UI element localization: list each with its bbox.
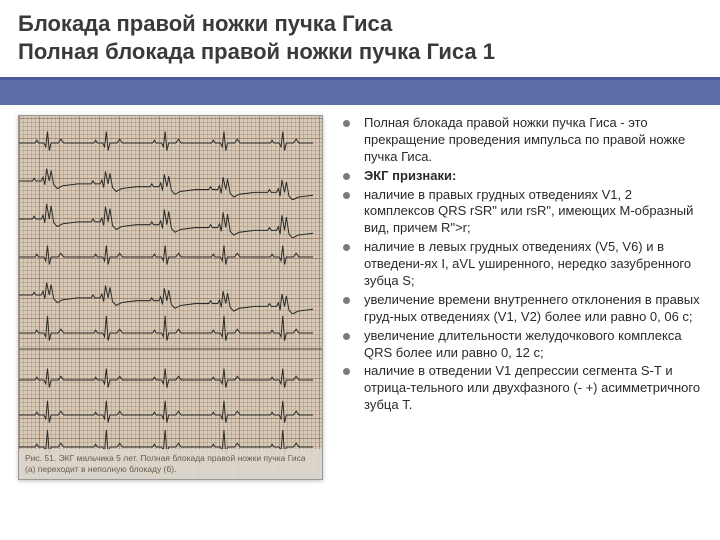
title-line-1: Блокада правой ножки пучка Гиса — [18, 10, 702, 38]
ecg-image: Рис. 51. ЭКГ мальчика 5 лет. Полная блок… — [18, 115, 323, 480]
ecg-trace — [19, 238, 322, 276]
title-line-2: Полная блокада правой ножки пучка Гиса 1 — [18, 38, 702, 66]
bullet-dot-icon — [343, 173, 350, 180]
bullet-item: увеличение времени внутреннего отклонени… — [343, 292, 702, 326]
title-block: Блокада правой ножки пучка Гиса Полная б… — [0, 0, 720, 73]
bullet-item: наличие в правых грудных отведениях V1, … — [343, 187, 702, 238]
bullet-text: увеличение длительности желудочкового ко… — [364, 328, 702, 362]
bullet-text: наличие в правых грудных отведениях V1, … — [364, 187, 702, 238]
bullet-text: увеличение времени внутреннего отклонени… — [364, 292, 702, 326]
ecg-trace — [19, 276, 322, 314]
ecg-trace — [19, 314, 322, 352]
bullet-item: увеличение длительности желудочкового ко… — [343, 328, 702, 362]
content-row: Рис. 51. ЭКГ мальчика 5 лет. Полная блок… — [0, 105, 720, 480]
bullet-text: наличие в отведении V1 депрессии сегмент… — [364, 363, 702, 414]
bullet-dot-icon — [343, 333, 350, 340]
bullet-dot-icon — [343, 368, 350, 375]
bullet-item: наличие в левых грудных отведениях (V5, … — [343, 239, 702, 290]
bullet-item: ЭКГ признаки: — [343, 168, 702, 185]
bullet-item: наличие в отведении V1 депрессии сегмент… — [343, 363, 702, 414]
bullet-dot-icon — [343, 120, 350, 127]
bullet-item: Полная блокада правой ножки пучка Гиса -… — [343, 115, 702, 166]
bullet-dot-icon — [343, 297, 350, 304]
bullet-text: ЭКГ признаки: — [364, 168, 456, 185]
ecg-caption: Рис. 51. ЭКГ мальчика 5 лет. Полная блок… — [19, 449, 322, 479]
header-bar — [0, 77, 720, 105]
bullet-text: Полная блокада правой ножки пучка Гиса -… — [364, 115, 702, 166]
ecg-trace — [19, 361, 322, 399]
ecg-trace — [19, 124, 322, 162]
bullet-text: наличие в левых грудных отведениях (V5, … — [364, 239, 702, 290]
bullet-dot-icon — [343, 192, 350, 199]
bullet-list: Полная блокада правой ножки пучка Гиса -… — [343, 115, 702, 480]
ecg-divider — [19, 348, 322, 350]
slide: Блокада правой ножки пучка Гиса Полная б… — [0, 0, 720, 540]
ecg-trace — [19, 200, 322, 238]
ecg-trace — [19, 162, 322, 200]
bullet-dot-icon — [343, 244, 350, 251]
